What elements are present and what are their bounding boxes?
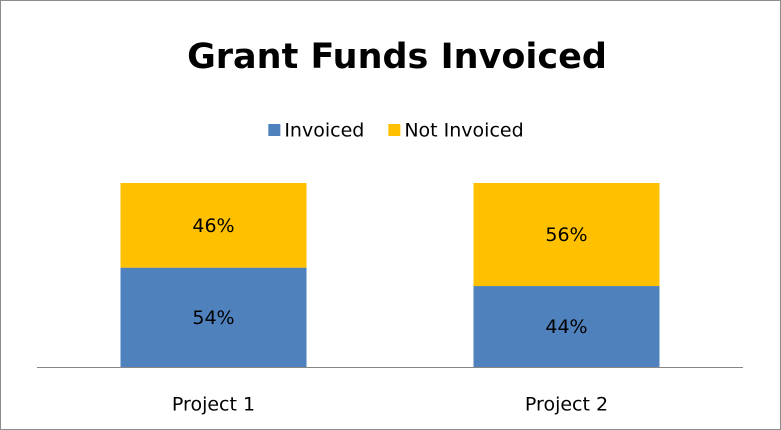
- bar-segment: [120, 267, 307, 367]
- data-label: 56%: [545, 224, 587, 246]
- x-tick-label: Project 1: [172, 394, 255, 416]
- bar-segment: [120, 183, 307, 268]
- chart-title: Grant Funds Invoiced: [187, 37, 607, 77]
- legend-swatch: [268, 124, 281, 136]
- bar-segment: [473, 183, 660, 287]
- data-label: 54%: [192, 307, 234, 329]
- legend-label: Invoiced: [284, 120, 364, 142]
- data-label: 44%: [545, 316, 587, 338]
- data-label: 46%: [192, 215, 234, 237]
- legend-label: Not Invoiced: [404, 120, 523, 142]
- bar-segment: [473, 286, 660, 367]
- legend-swatch: [388, 124, 401, 136]
- x-tick-label: Project 2: [525, 394, 608, 416]
